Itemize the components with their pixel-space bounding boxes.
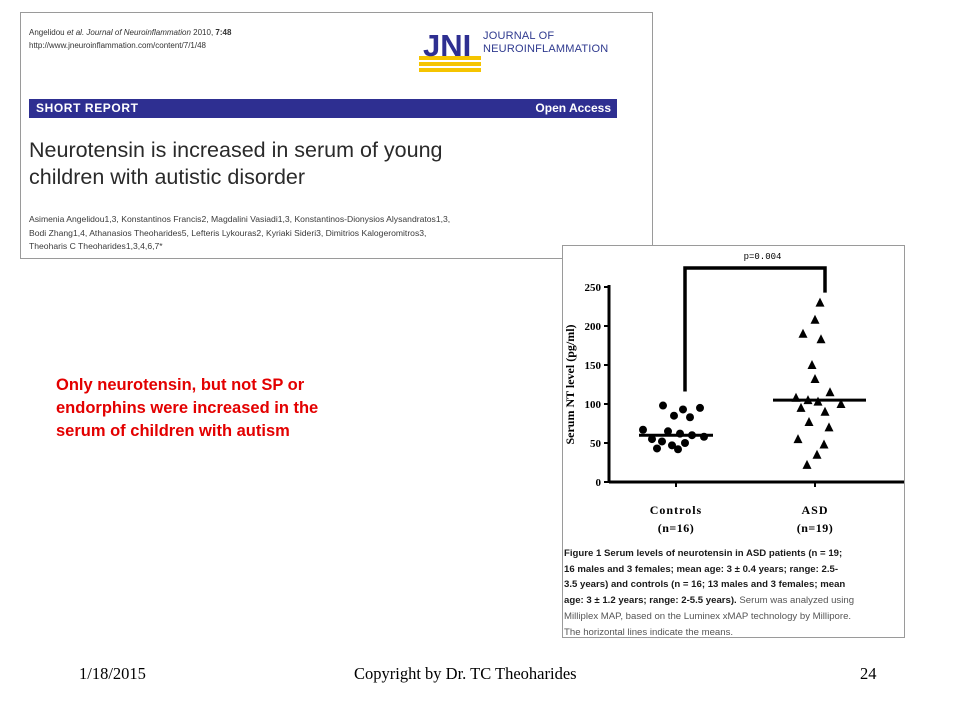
data-point-asd bbox=[793, 434, 803, 444]
footer-date: 1/18/2015 bbox=[79, 664, 146, 683]
data-point-controls bbox=[648, 435, 656, 444]
data-point-asd bbox=[815, 297, 825, 307]
jni-logo-icon: JNI bbox=[419, 28, 481, 72]
paper-title: Neurotensin is increased in serum of you… bbox=[29, 138, 443, 189]
data-point-controls bbox=[670, 411, 678, 420]
open-access-label: Open Access bbox=[535, 101, 611, 115]
logo-text: JNI bbox=[423, 28, 471, 63]
data-point-controls bbox=[681, 439, 689, 447]
data-point-controls bbox=[668, 441, 676, 450]
data-point-controls bbox=[674, 445, 682, 454]
article-url: http://www.jneuroinflammation.com/conten… bbox=[29, 41, 206, 50]
y-tick-label: 0 bbox=[596, 477, 602, 489]
x-category-label: ASD bbox=[801, 503, 828, 517]
data-point-controls bbox=[639, 425, 647, 434]
data-point-asd bbox=[807, 360, 817, 369]
data-point-controls bbox=[686, 413, 694, 422]
article-type-bar: SHORT REPORT Open Access bbox=[29, 99, 617, 118]
data-point-asd bbox=[810, 374, 820, 384]
y-tick-label: 250 bbox=[585, 282, 602, 294]
y-tick-label: 50 bbox=[590, 438, 602, 450]
data-point-controls bbox=[664, 427, 672, 436]
data-point-asd bbox=[804, 416, 814, 426]
citation-line: Angelidou et al. Journal of Neuroinflamm… bbox=[29, 28, 232, 37]
key-finding-text: Only neurotensin, but not SP or endorphi… bbox=[56, 376, 319, 440]
journal-name: JOURNAL OF NEUROINFLAMMATION bbox=[483, 30, 609, 55]
data-point-controls bbox=[679, 405, 687, 414]
author-list: Asimenia Angelidou1,3, Konstantinos Fran… bbox=[29, 214, 451, 251]
data-point-controls bbox=[696, 403, 704, 412]
significance-bracket bbox=[683, 266, 827, 392]
data-point-asd bbox=[796, 402, 806, 412]
x-category-n-label: (n=16) bbox=[658, 521, 695, 535]
data-point-controls bbox=[659, 401, 667, 410]
data-point-asd bbox=[812, 449, 822, 459]
p-value-annotation: p=0.004 bbox=[744, 252, 782, 262]
data-point-asd bbox=[798, 328, 808, 338]
figure-caption: Figure 1 Serum levels of neurotensin in … bbox=[564, 548, 855, 638]
data-point-asd bbox=[802, 459, 812, 469]
slide-number: 24 bbox=[860, 664, 877, 683]
data-point-asd bbox=[825, 387, 835, 397]
article-category: SHORT REPORT bbox=[36, 101, 139, 115]
y-tick-label: 200 bbox=[585, 321, 602, 333]
data-point-asd bbox=[836, 399, 846, 408]
data-point-asd bbox=[819, 439, 829, 449]
data-point-controls bbox=[658, 437, 666, 446]
scatter-chart: 0 50 100 150 200 250 Serum NT level (pg/ml) Con… bbox=[563, 252, 904, 535]
figure-panel: 0 50 100 150 200 250 Serum NT level (pg/ml) Con… bbox=[562, 245, 905, 638]
y-tick-label: 100 bbox=[585, 399, 602, 411]
paper-header-image: Angelidou et al. Journal of Neuroinflamm… bbox=[20, 12, 653, 259]
data-point-asd bbox=[824, 422, 834, 432]
y-tick-label: 150 bbox=[585, 360, 602, 372]
x-category-n-label: (n=19) bbox=[797, 521, 834, 535]
footer-copyright: Copyright by Dr. TC Theoharides bbox=[354, 664, 577, 683]
y-axis-label: Serum NT level (pg/ml) bbox=[563, 324, 577, 444]
data-point-asd bbox=[816, 334, 826, 344]
data-point-asd bbox=[810, 314, 820, 324]
data-point-controls bbox=[653, 444, 661, 453]
data-point-asd bbox=[820, 406, 830, 416]
x-category-label: Controls bbox=[650, 503, 702, 517]
